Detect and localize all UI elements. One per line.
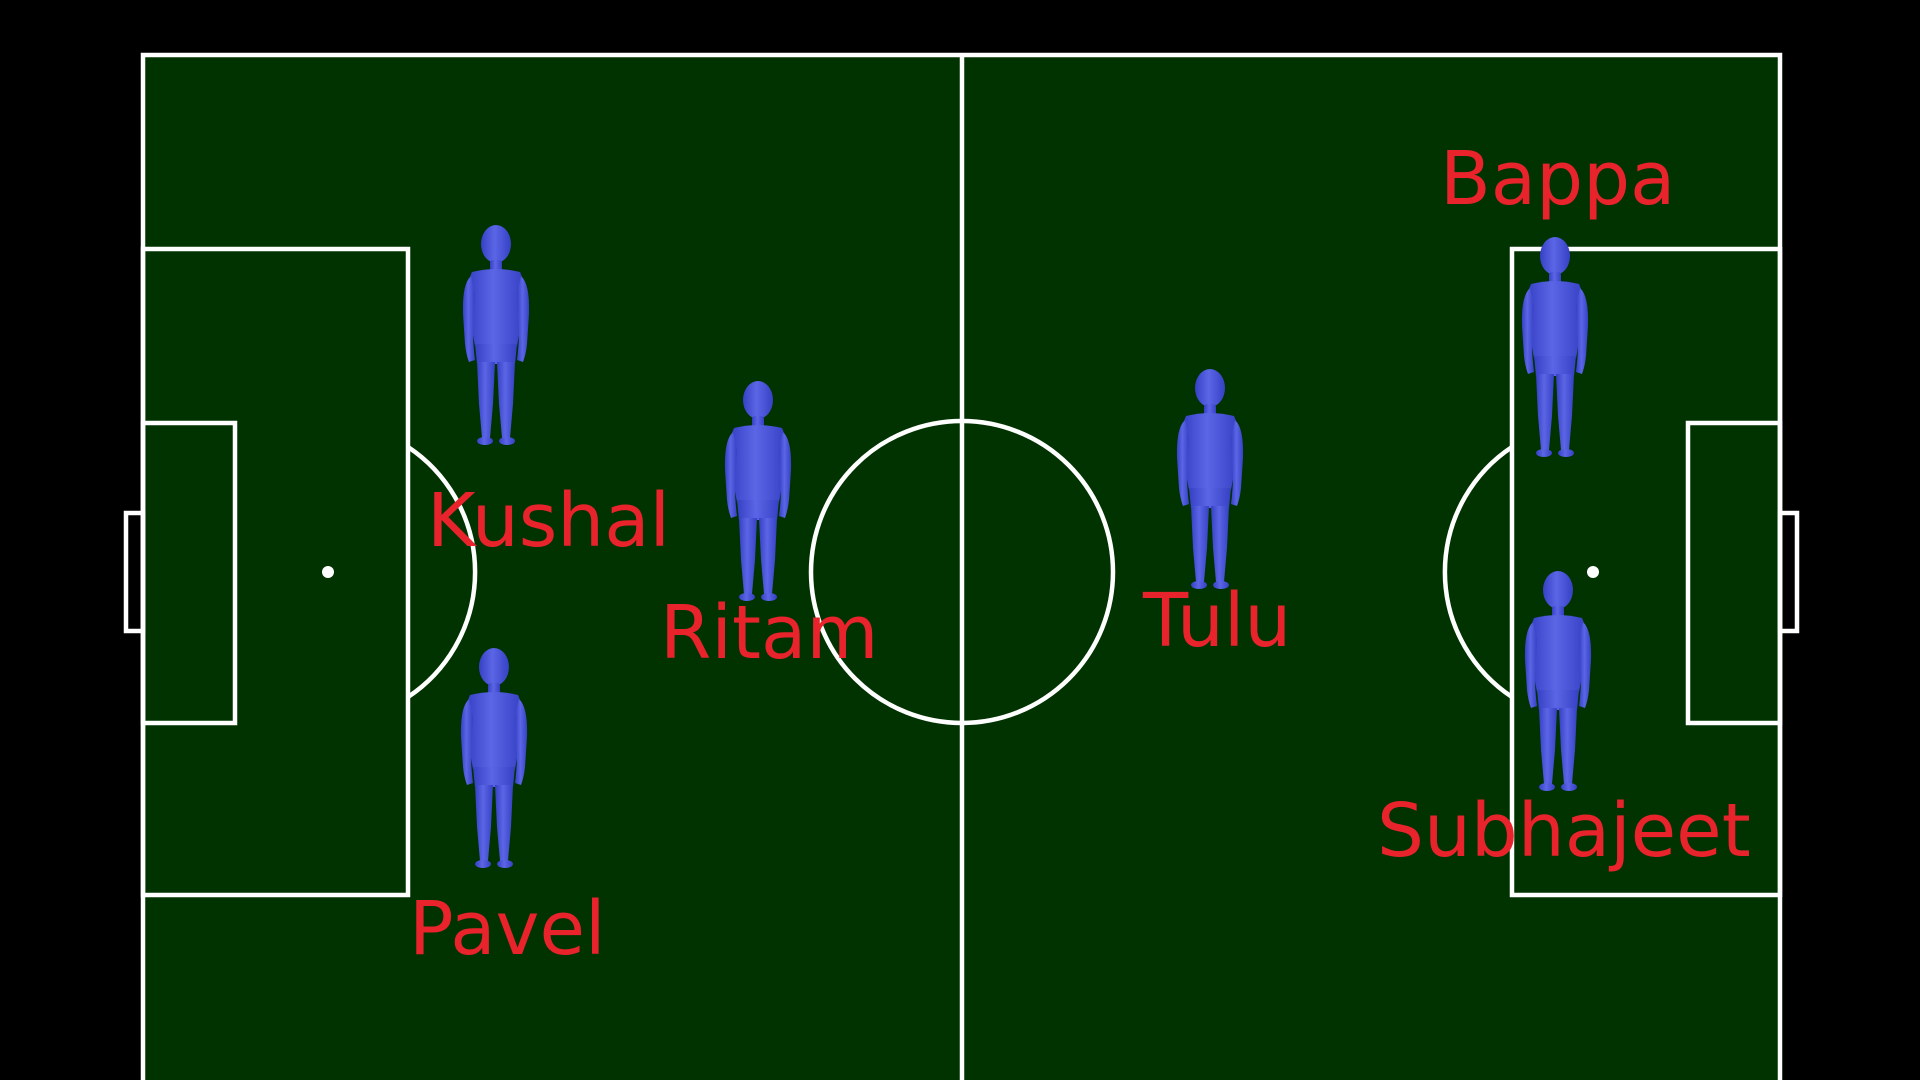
left-penalty-arc [406, 445, 478, 699]
left-goal [123, 510, 146, 634]
pitch-markings [123, 52, 1800, 1080]
player-name-kushal: Kushal [427, 478, 670, 564]
player-pavel: Pavel [409, 648, 606, 972]
player-tulu: Tulu [1142, 369, 1291, 664]
left-penalty-spot [322, 566, 334, 578]
player-subhajeet: Subhajeet [1377, 571, 1751, 874]
right-goal [1777, 510, 1800, 634]
player-bappa: Bappa [1440, 136, 1675, 457]
player-name-bappa: Bappa [1440, 136, 1675, 222]
player-name-ritam: Ritam [660, 590, 878, 676]
right-penalty-spot [1587, 566, 1599, 578]
player-name-subhajeet: Subhajeet [1377, 788, 1751, 874]
right-penalty-arc [1442, 445, 1514, 699]
player-kushal: Kushal [427, 225, 670, 564]
player-name-pavel: Pavel [409, 886, 606, 972]
center-circle [808, 418, 1116, 726]
player-name-tulu: Tulu [1142, 578, 1291, 664]
player-ritam: Ritam [660, 381, 878, 676]
